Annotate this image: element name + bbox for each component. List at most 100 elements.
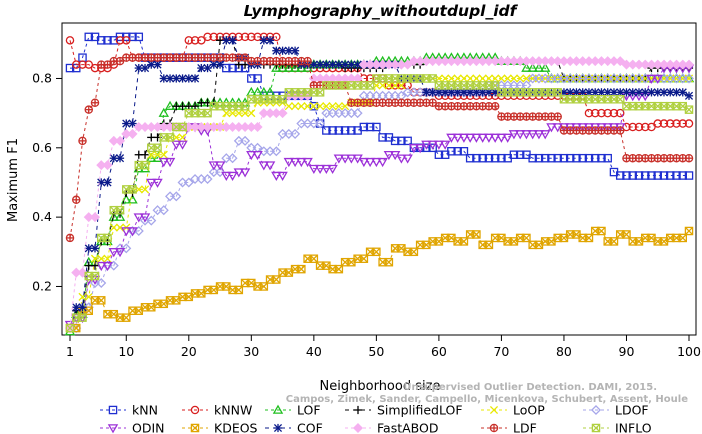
point-ldf <box>553 112 562 121</box>
point-inflo <box>553 88 562 97</box>
point-odin <box>364 157 376 168</box>
point-ldf <box>240 53 250 62</box>
point-loop <box>478 74 487 83</box>
x-tick-label: 60 <box>431 344 447 359</box>
point-ldof <box>352 108 363 119</box>
point-knn <box>553 153 562 163</box>
point-odin <box>402 154 413 164</box>
point-kdeos <box>97 296 106 305</box>
point-kdeos <box>459 237 469 246</box>
x-tick-label: 50 <box>368 344 384 359</box>
point-knnw <box>634 122 644 132</box>
point-loop <box>309 102 318 111</box>
point-cof <box>666 88 675 97</box>
point-loop <box>516 74 525 83</box>
point-loop <box>503 74 512 83</box>
point-inflo <box>203 108 212 118</box>
series-line-kdeos <box>70 230 690 329</box>
legend-marker-lof <box>272 404 284 414</box>
point-odin <box>321 164 332 175</box>
point-kdeos <box>678 233 687 243</box>
point-knn <box>509 150 519 159</box>
point-knn <box>334 126 344 135</box>
point-odin <box>383 150 395 161</box>
point-ldof <box>215 167 226 178</box>
legend-marker-simplifiedlof <box>353 405 363 415</box>
point-ldof <box>202 173 213 185</box>
point-knnw <box>647 122 656 132</box>
point-knn <box>434 150 444 159</box>
point-ldf <box>90 98 100 107</box>
chart-title: Lymphography_withoutdupl_idf <box>244 2 519 20</box>
series-line-odin <box>69 67 689 325</box>
point-knnw <box>209 32 219 42</box>
point-kdeos <box>122 313 131 322</box>
point-loop <box>466 74 475 83</box>
legend-marker-inflo <box>591 423 601 433</box>
point-knn <box>615 171 625 180</box>
point-knnw <box>78 60 87 69</box>
series-line-cof <box>69 39 690 329</box>
point-kdeos <box>484 240 494 250</box>
legend-marker-knnw <box>190 405 200 415</box>
point-ldof <box>315 118 326 129</box>
point-cof <box>122 119 131 128</box>
point-odin <box>208 161 220 171</box>
point-knn <box>665 171 675 180</box>
point-loop <box>159 150 168 159</box>
point-kdeos <box>234 285 244 295</box>
point-knn <box>547 153 556 163</box>
point-knnw <box>628 122 637 132</box>
point-knn <box>590 153 600 163</box>
point-odin <box>133 213 144 223</box>
legend-label-simplifiedlof: SimplifiedLOF <box>377 403 463 418</box>
point-fastabod <box>89 212 101 223</box>
point-lof <box>114 211 126 221</box>
point-knn <box>597 153 606 163</box>
legend-item-ldf: LDF <box>481 421 537 434</box>
point-odin <box>308 164 320 175</box>
point-knn <box>634 171 644 180</box>
x-axis-label: Neighborhood size <box>320 379 441 394</box>
point-fastabod <box>402 59 413 70</box>
legend-marker-knn <box>108 405 118 415</box>
point-cof <box>316 60 325 69</box>
point-loop <box>522 74 531 83</box>
legend-item-simplifiedlof: SimplifiedLOF <box>345 403 463 418</box>
point-knn <box>372 122 381 132</box>
point-fastabod <box>102 160 113 171</box>
point-loop <box>497 74 506 83</box>
point-loop <box>178 133 187 142</box>
point-knn <box>378 133 387 142</box>
point-knn <box>478 153 487 163</box>
legend-marker-ldof <box>590 404 602 416</box>
x-tick-label: 10 <box>118 344 134 359</box>
point-loop <box>284 102 293 111</box>
y-tick-label: 0.8 <box>32 70 52 85</box>
point-knn <box>528 153 537 163</box>
point-odin <box>408 144 420 154</box>
point-loop <box>241 109 250 118</box>
point-knn <box>365 122 375 132</box>
point-knnw <box>190 36 200 45</box>
point-loop <box>484 74 493 83</box>
point-odin <box>521 130 532 140</box>
point-knnw <box>653 119 662 128</box>
point-ldf <box>103 60 112 69</box>
point-odin <box>483 133 495 143</box>
point-knn <box>672 171 681 180</box>
point-lof <box>289 62 301 72</box>
point-knn <box>403 136 412 146</box>
point-loop <box>234 109 243 118</box>
point-knn <box>622 171 631 180</box>
x-tick-label: 100 <box>677 344 701 359</box>
point-odin <box>108 248 119 258</box>
point-cof <box>78 303 87 312</box>
point-odin <box>464 133 476 143</box>
point-lof <box>283 62 295 72</box>
point-knnw <box>609 108 619 118</box>
point-odin <box>246 150 257 161</box>
point-odin <box>477 133 488 143</box>
point-fastabod <box>115 135 126 146</box>
